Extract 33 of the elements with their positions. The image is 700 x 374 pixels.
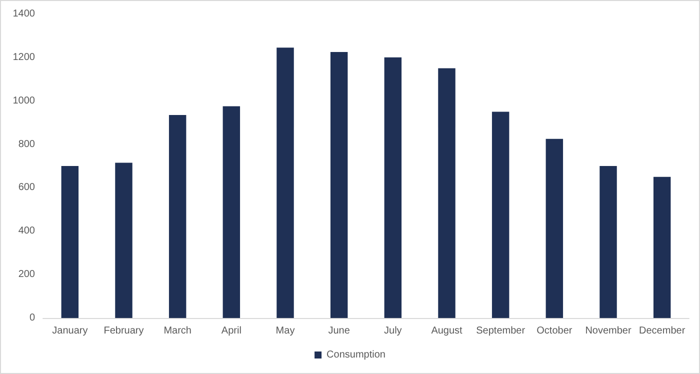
x-tick-label: September: [476, 326, 526, 336]
y-tick-label: 1400: [12, 8, 36, 20]
x-tick-label: May: [276, 326, 295, 336]
x-tick-label: January: [52, 326, 88, 336]
bar: [330, 52, 348, 318]
x-tick-label: March: [164, 326, 192, 336]
y-tick-label: 1200: [12, 52, 36, 63]
bar: [222, 106, 240, 318]
y-tick-label: 200: [18, 269, 36, 280]
bar: [61, 166, 79, 318]
bar: [384, 57, 402, 318]
y-tick-label: 1000: [12, 95, 36, 106]
x-tick-label: April: [221, 326, 242, 336]
y-tick-label: 0: [29, 312, 36, 324]
x-tick-label: August: [431, 326, 463, 336]
legend-label: Consumption: [326, 350, 386, 360]
bar: [546, 138, 564, 318]
bar: [653, 176, 671, 318]
y-tick-label: 800: [18, 138, 36, 150]
x-tick-label: February: [104, 326, 144, 336]
bar: [492, 112, 510, 318]
x-tick-label: June: [328, 326, 350, 336]
y-tick-label: 600: [18, 182, 36, 194]
y-tick-label: 400: [18, 226, 36, 237]
x-tick-label: November: [585, 326, 632, 336]
x-tick-label: October: [536, 326, 573, 336]
bar: [600, 166, 617, 318]
bar: [115, 162, 132, 318]
bar: [438, 68, 456, 318]
x-tick-label: July: [384, 326, 402, 336]
bar: [168, 114, 186, 318]
bar: [276, 48, 294, 318]
x-tick-label: December: [639, 326, 686, 336]
